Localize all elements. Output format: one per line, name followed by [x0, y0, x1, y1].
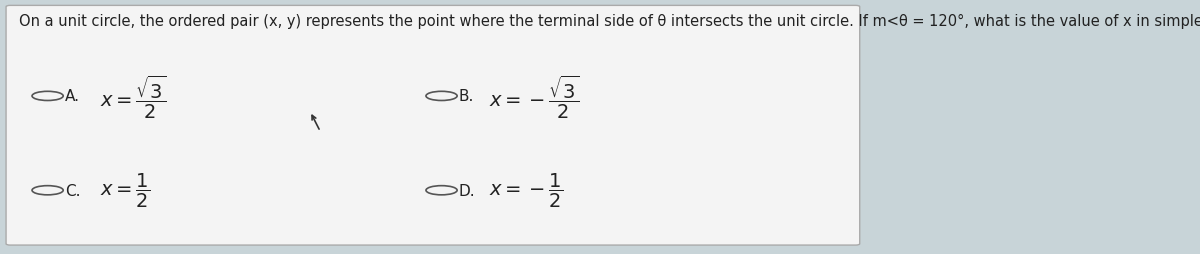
- FancyBboxPatch shape: [6, 6, 859, 245]
- Text: B.: B.: [458, 89, 474, 104]
- Text: $x = -\dfrac{\sqrt{3}}{2}$: $x = -\dfrac{\sqrt{3}}{2}$: [490, 73, 580, 120]
- Text: D.: D.: [458, 183, 475, 198]
- Text: $x = -\dfrac{1}{2}$: $x = -\dfrac{1}{2}$: [490, 171, 564, 210]
- Text: $x = \dfrac{1}{2}$: $x = \dfrac{1}{2}$: [100, 171, 150, 210]
- Text: On a unit circle, the ordered pair (x, y) represents the point where the termina: On a unit circle, the ordered pair (x, y…: [19, 14, 1200, 29]
- Text: C.: C.: [65, 183, 80, 198]
- Text: $x = \dfrac{\sqrt{3}}{2}$: $x = \dfrac{\sqrt{3}}{2}$: [100, 73, 167, 120]
- Text: A.: A.: [65, 89, 80, 104]
